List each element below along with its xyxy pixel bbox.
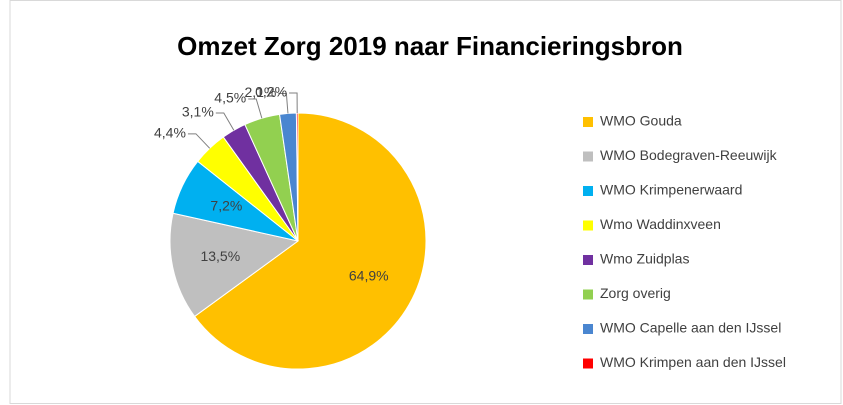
leader-line — [248, 98, 263, 119]
chart-frame — [9, 0, 842, 404]
legend-label: WMO Krimpen aan den IJssel — [600, 354, 786, 370]
data-label: 4,4% — [154, 125, 186, 141]
legend-swatch — [583, 220, 593, 231]
data-label: 64,9% — [349, 268, 389, 284]
legend-label: Zorg overig — [600, 285, 671, 301]
legend-swatch — [583, 324, 593, 334]
pie-slice — [193, 112, 427, 370]
chart-title: Omzet Zorg 2019 naar Financieringsbron — [177, 31, 683, 61]
pie-slice — [169, 212, 300, 318]
leader-line — [278, 92, 289, 114]
legend-swatch — [583, 289, 593, 300]
data-label: 0,2% — [255, 84, 287, 100]
legend-swatch — [583, 186, 593, 196]
legend-swatch — [583, 255, 593, 265]
legend-swatch — [583, 151, 593, 162]
legend-swatch — [583, 358, 593, 369]
legend-label: Wmo Waddinxveen — [600, 216, 721, 232]
leader-line — [215, 112, 235, 131]
legend-label: WMO Gouda — [600, 113, 682, 129]
data-label: 4,5% — [214, 90, 246, 106]
leader-line — [187, 133, 211, 149]
leader-line — [289, 92, 298, 114]
data-label: 2,1% — [244, 84, 276, 100]
data-label: 7,2% — [210, 198, 242, 214]
legend-label: WMO Krimpenerwaard — [600, 182, 742, 198]
legend-swatch — [583, 117, 593, 127]
legend-label: WMO Bodegraven-Reeuwijk — [600, 147, 778, 163]
data-label: 13,5% — [200, 248, 240, 264]
data-label: 3,1% — [182, 104, 214, 120]
legend-label: Wmo Zuidplas — [600, 251, 689, 267]
legend-label: WMO Capelle aan den IJssel — [600, 320, 781, 336]
